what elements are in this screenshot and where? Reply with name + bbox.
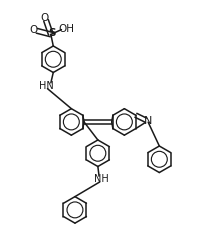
Text: N: N [143,116,152,126]
Text: O: O [40,13,48,23]
Text: NH: NH [94,174,108,184]
Text: S: S [48,28,55,38]
Text: HN: HN [39,81,54,91]
Text: O: O [30,25,38,35]
Text: OH: OH [58,24,74,34]
